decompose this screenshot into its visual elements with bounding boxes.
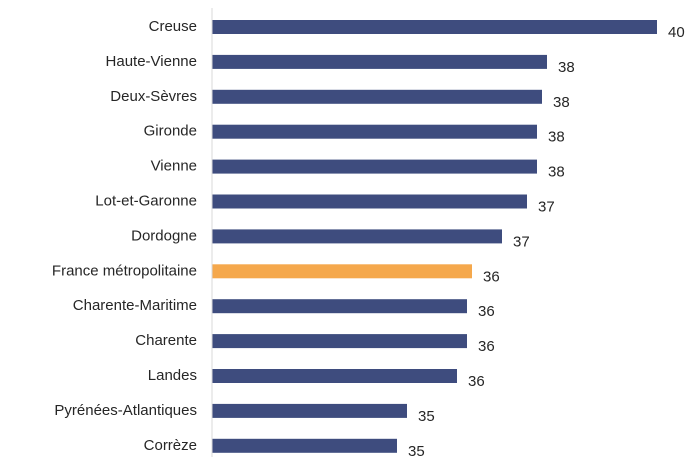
bar — [212, 299, 467, 314]
value-label: 36 — [483, 268, 500, 285]
bar — [212, 194, 527, 209]
bar — [212, 159, 537, 174]
category-label: Vienne — [151, 158, 197, 175]
bar — [212, 438, 397, 453]
category-label: Pyrénées-Atlantiques — [54, 402, 197, 419]
bar — [212, 229, 502, 244]
category-label: Haute-Vienne — [106, 53, 197, 70]
category-label: Lot-et-Garonne — [95, 192, 197, 209]
value-label: 37 — [513, 233, 530, 250]
value-label: 38 — [553, 94, 570, 111]
category-label: Dordogne — [131, 227, 197, 244]
category-label: France métropolitaine — [52, 262, 197, 279]
bar — [212, 403, 407, 418]
value-label: 36 — [478, 338, 495, 355]
bar — [212, 369, 457, 383]
value-label: 36 — [478, 303, 495, 320]
bar — [212, 334, 467, 349]
bar — [212, 89, 542, 104]
value-label: 38 — [558, 59, 575, 76]
bar — [212, 264, 472, 279]
value-label: 38 — [548, 164, 565, 181]
category-label: Gironde — [144, 123, 197, 140]
bar — [212, 20, 657, 34]
category-label: Creuse — [149, 18, 197, 35]
value-label: 36 — [468, 373, 485, 390]
value-label: 37 — [538, 198, 555, 215]
category-label: Charente — [135, 332, 197, 349]
value-label: 35 — [408, 443, 425, 457]
category-label: Landes — [148, 367, 197, 384]
category-label: Corrèze — [144, 437, 197, 454]
category-label: Deux-Sèvres — [110, 88, 197, 105]
value-label: 40 — [668, 24, 685, 41]
category-label: Charente-Maritime — [73, 297, 197, 314]
value-label: 35 — [418, 408, 435, 425]
value-label: 38 — [548, 129, 565, 146]
bar — [212, 124, 537, 139]
bar — [212, 54, 547, 69]
